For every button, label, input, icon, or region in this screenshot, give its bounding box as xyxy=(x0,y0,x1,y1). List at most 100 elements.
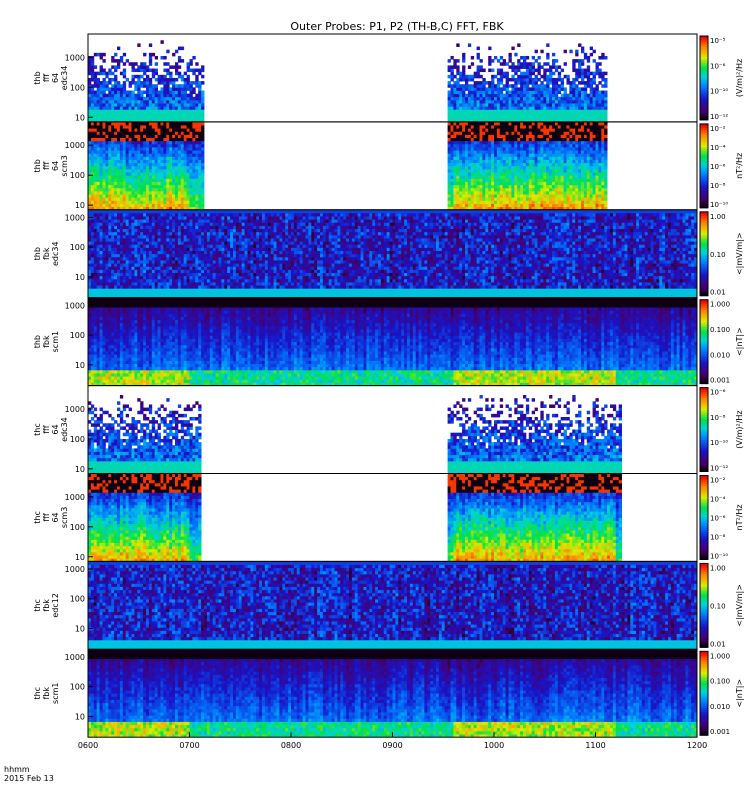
panel-8: 10 100 1000 thcfbkscm1 1.000 0.100 0.010 0.001 <… xyxy=(33,648,744,738)
colorbar-tick-label: 10⁻⁸ xyxy=(710,414,726,422)
y-tick-label: 100 xyxy=(70,243,85,252)
y-tick-label: 1000 xyxy=(65,405,85,414)
colorbar: 1.000 0.100 0.010 0.001 <|nT|> xyxy=(699,299,744,385)
colorbar-tick-label: 0.100 xyxy=(710,326,730,334)
colorbar-tick-label: 10⁻⁶ xyxy=(710,163,726,171)
colorbar-unit: <|nT|> xyxy=(735,679,744,708)
colorbar-tick-label: 0.10 xyxy=(710,602,726,610)
panels: 10 100 1000 thbfff64edc34 10⁻⁵ 10⁻⁶ 10⁻¹⁰ 10⁻¹²… xyxy=(33,33,744,738)
panel-6: 101001000thcfff64scm310⁻²10⁻⁴10⁻⁶10⁻⁸10⁻… xyxy=(33,473,744,562)
y-tick-label: 10 xyxy=(75,113,85,122)
x-tick-label: 0700 xyxy=(179,741,199,750)
chart-title: Outer Probes: P1, P2 (TH-B,C) FFT, FBK xyxy=(290,20,504,33)
colorbar-unit: <|mV/m|> xyxy=(735,232,744,275)
colorbar-tick-label: 10⁻¹² xyxy=(710,113,728,121)
panel-2: 101001000thbfff64scm310⁻²10⁻⁴10⁻⁶10⁻⁸10⁻… xyxy=(33,121,744,211)
spectrogram xyxy=(88,561,697,650)
panel-5: 10 100 1000 thcfff64edc34 10⁻⁶ 10⁻⁸ 10⁻¹⁰ 10⁻¹²… xyxy=(33,385,744,475)
colorbar-tick-label: 0.001 xyxy=(710,377,730,385)
panel-7: 10 100 1000 thcfbkedc12 1.00 0.10 0.01 <|mV/m|> xyxy=(33,560,744,650)
y-tick-label: 1000 xyxy=(65,141,85,150)
colorbar-tick-label: 1.000 xyxy=(710,652,730,660)
spectrogram xyxy=(88,121,608,210)
colorbar-tick-label: 10⁻⁴ xyxy=(710,144,726,152)
y-tick-label: 100 xyxy=(70,683,85,692)
colorbar-tick-label: 0.100 xyxy=(710,678,730,686)
x-tick-label: 1200 xyxy=(687,741,707,750)
colorbar-tick-label: 10⁻⁴ xyxy=(710,495,726,503)
x-tick-label: 0800 xyxy=(281,741,301,750)
colorbar-unit: nT²/Hz xyxy=(735,504,744,530)
colorbar-unit: (V/m)²/Hz xyxy=(735,59,744,97)
x-tick-label: 0900 xyxy=(382,741,402,750)
panel-3: 10 100 1000 thbfbkedc34 1.00 0.10 0.01 <|mV/m|> xyxy=(33,209,744,299)
y-tick-label: 100 xyxy=(70,83,85,92)
y-tick-label: 100 xyxy=(70,595,85,604)
panel-4: 10 100 1000 thbfbkscm1 1.000 0.100 0.010 0.001 <… xyxy=(33,297,744,387)
colorbar-tick-label: 0.01 xyxy=(710,640,726,648)
colorbar-tick-label: 10⁻⁶ xyxy=(710,62,726,70)
panel-label: thbfff64scm3 xyxy=(33,155,69,176)
panel-label: thcfff64scm3 xyxy=(33,507,69,528)
colorbar: 1.00 0.10 0.01 <|mV/m|> xyxy=(699,211,744,297)
y-tick-label: 1000 xyxy=(65,653,85,662)
y-tick-label: 10 xyxy=(75,553,85,562)
y-tick-label: 100 xyxy=(70,331,85,340)
colorbar-tick-label: 10⁻² xyxy=(710,125,726,133)
x-tick-label: 0600 xyxy=(78,741,98,750)
colorbar-tick-label: 10⁻¹⁰ xyxy=(710,439,728,447)
y-tick-label: 1000 xyxy=(65,565,85,574)
colorbar-tick-label: 10⁻¹⁰ xyxy=(710,88,728,96)
panel-label: thcfbkedc12 xyxy=(33,593,60,618)
y-tick-label: 10 xyxy=(75,712,85,721)
y-tick-label: 100 xyxy=(70,171,85,180)
y-tick-label: 10 xyxy=(75,201,85,210)
colorbar-tick-label: 10⁻¹⁰ xyxy=(710,201,728,209)
colorbar-unit: (V/m)²/Hz xyxy=(735,410,744,448)
colorbar-tick-label: 10⁻¹⁰ xyxy=(710,552,728,560)
spectrogram xyxy=(88,395,622,474)
colorbar-tick-label: 0.10 xyxy=(710,251,726,259)
x-axis: 0600 0700 0800 0900 1000 1100 1200 xyxy=(78,732,707,750)
colorbar-tick-label: 10⁻⁶ xyxy=(710,389,726,397)
y-tick-label: 1000 xyxy=(65,493,85,502)
colorbar: 10⁻² 10⁻⁴ 10⁻⁶ 10⁻⁸ 10⁻¹⁰ nT²/Hz xyxy=(699,123,744,209)
y-tick-label: 10 xyxy=(75,361,85,370)
y-tick-label: 1000 xyxy=(65,301,85,310)
colorbar: 10⁻⁶ 10⁻⁸ 10⁻¹⁰ 10⁻¹² (V/m)²/Hz xyxy=(699,387,744,473)
colorbar-tick-label: 1.00 xyxy=(710,213,726,221)
colorbar: 1.000 0.100 0.010 0.001 <|nT|> xyxy=(699,650,744,736)
colorbar: 1.00 0.10 0.01 <|mV/m|> xyxy=(699,562,744,648)
y-tick-label: 10 xyxy=(75,465,85,474)
colorbar-tick-label: 10⁻⁸ xyxy=(710,533,726,541)
colorbar-unit: <|mV/m|> xyxy=(735,584,744,627)
colorbar: 10⁻² 10⁻⁴ 10⁻⁶ 10⁻⁸ 10⁻¹⁰ nT²/Hz xyxy=(699,475,744,560)
spectrogram xyxy=(88,473,622,562)
colorbar-unit: <|nT|> xyxy=(735,327,744,356)
y-tick-label: 1000 xyxy=(65,53,85,62)
y-tick-label: 10 xyxy=(75,273,85,282)
panel-label: thcfff64edc34 xyxy=(33,417,69,442)
colorbar-tick-label: 0.01 xyxy=(710,289,726,297)
colorbar-tick-label: 10⁻⁵ xyxy=(710,37,726,45)
x-tick-label: 1000 xyxy=(484,741,504,750)
y-tick-label: 1000 xyxy=(65,213,85,222)
colorbar-tick-label: 10⁻¹² xyxy=(710,465,728,473)
colorbar-tick-label: 0.010 xyxy=(710,703,730,711)
colorbar-tick-label: 1.00 xyxy=(710,564,726,572)
colorbar-unit: nT²/Hz xyxy=(735,153,744,179)
panel-1: 10 100 1000 thbfff64edc34 10⁻⁵ 10⁻⁶ 10⁻¹⁰ 10⁻¹²… xyxy=(33,33,744,123)
panel-label: thbfbkedc34 xyxy=(33,241,60,266)
spectrogram xyxy=(88,649,697,738)
y-tick-label: 100 xyxy=(70,435,85,444)
spectrogram xyxy=(88,297,697,386)
colorbar-tick-label: 1.000 xyxy=(710,301,730,309)
y-tick-label: 10 xyxy=(75,625,85,634)
spectrogram xyxy=(88,40,608,122)
x-axis-label: hhmm xyxy=(4,765,30,774)
spectrogram xyxy=(88,209,697,298)
date-label: 2015 Feb 13 xyxy=(4,774,54,783)
panel-label: thbfff64edc34 xyxy=(33,66,69,91)
panel-label: thcfbkscm1 xyxy=(33,683,60,704)
